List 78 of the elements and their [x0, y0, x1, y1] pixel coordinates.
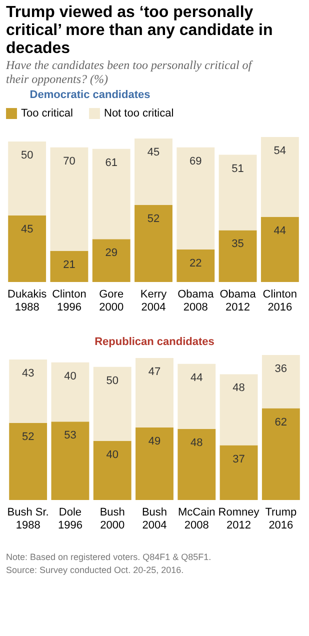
data-label: 21: [63, 258, 76, 271]
bar: [262, 355, 300, 408]
source-note: Source: Survey conducted Oct. 20-25, 2016.: [6, 565, 185, 576]
data-label: 62: [274, 416, 288, 428]
bar: [178, 428, 216, 500]
data-label: 53: [64, 430, 76, 442]
legend-label: Too critical: [21, 108, 73, 120]
data-label: 43: [22, 367, 34, 380]
x-tick-label: Dukakis 1988: [8, 288, 48, 314]
x-tick-label: Gore 2000: [99, 288, 124, 314]
bar: [93, 366, 132, 441]
bar: [8, 215, 46, 282]
bar: [92, 239, 130, 282]
bar: [262, 408, 300, 500]
x-tick-label: Clinton 1996: [52, 288, 86, 314]
bar: [92, 148, 130, 240]
data-label: 35: [232, 238, 244, 250]
bar: [51, 362, 90, 422]
data-label: 54: [274, 145, 286, 157]
data-label: 44: [274, 224, 286, 237]
x-tick-label: Obama 2012: [220, 288, 257, 314]
legend-title: Democratic candidates: [30, 89, 150, 101]
x-tick-label: Bush 2000: [100, 506, 125, 532]
data-label: 51: [232, 162, 244, 175]
data-label: 45: [147, 146, 160, 158]
data-label: 44: [190, 372, 203, 384]
bar: [50, 147, 88, 251]
text: Note: Based on registered voters. Q84F1 & Q85F1.: [6, 552, 212, 563]
x-tick-label: Dole 1996: [58, 506, 82, 532]
data-label: 70: [63, 155, 76, 168]
x-tick-label: Trump 2016: [265, 506, 297, 532]
legend-label: Not too critical: [104, 108, 174, 120]
bar: [136, 358, 174, 428]
data-label: 48: [190, 436, 203, 449]
bar: [260, 137, 299, 217]
data-label: 40: [64, 370, 76, 382]
bar: [134, 138, 172, 206]
bar: [176, 147, 215, 250]
x-tick-label: Clinton 2016: [262, 288, 298, 314]
x-tick-label: Romney 2012: [218, 506, 260, 532]
bar: [218, 154, 257, 230]
data-label: 37: [232, 453, 245, 466]
bar: [9, 423, 48, 500]
data-label: 47: [148, 366, 161, 378]
bar: [176, 249, 215, 282]
bar: [8, 141, 46, 216]
bar: [136, 428, 174, 500]
x-tick-label: Bush 2004: [142, 506, 168, 532]
chart-subtitle: Have the candidates been too personally critical of their opponents? (%): [5, 58, 254, 86]
data-label: 50: [106, 374, 118, 387]
x-tick-label: Obama 2008: [178, 288, 215, 314]
x-tick-label: Kerry 2004: [140, 288, 168, 314]
bar: [93, 440, 132, 500]
bar: [51, 422, 90, 500]
data-label: 61: [105, 156, 118, 169]
bar: [220, 445, 258, 500]
data-label: 48: [232, 382, 245, 394]
bar: [260, 216, 299, 282]
data-label: 50: [20, 149, 34, 162]
data-label: 36: [274, 363, 288, 375]
chart-title: Trump viewed as ‘too personally critical’ more than any candidate in decades: [6, 4, 273, 57]
bar: [9, 359, 48, 424]
bar: [218, 230, 257, 282]
bar: [178, 364, 216, 429]
data-label: 45: [20, 223, 34, 236]
data-label: 22: [190, 257, 202, 270]
bar: [50, 250, 88, 282]
x-tick-label: Bush Sr. 1988: [7, 506, 49, 532]
data-label: 69: [190, 155, 202, 168]
data-label: 52: [22, 431, 34, 444]
x-tick-label: McCain 2008: [178, 506, 216, 532]
bar: [134, 205, 172, 282]
chart-title: Republican candidates: [94, 336, 214, 348]
data-label: 29: [105, 247, 118, 260]
data-label: 52: [147, 213, 160, 226]
data-label: 49: [148, 436, 161, 448]
data-label: 40: [106, 448, 118, 461]
bar: [220, 374, 258, 446]
